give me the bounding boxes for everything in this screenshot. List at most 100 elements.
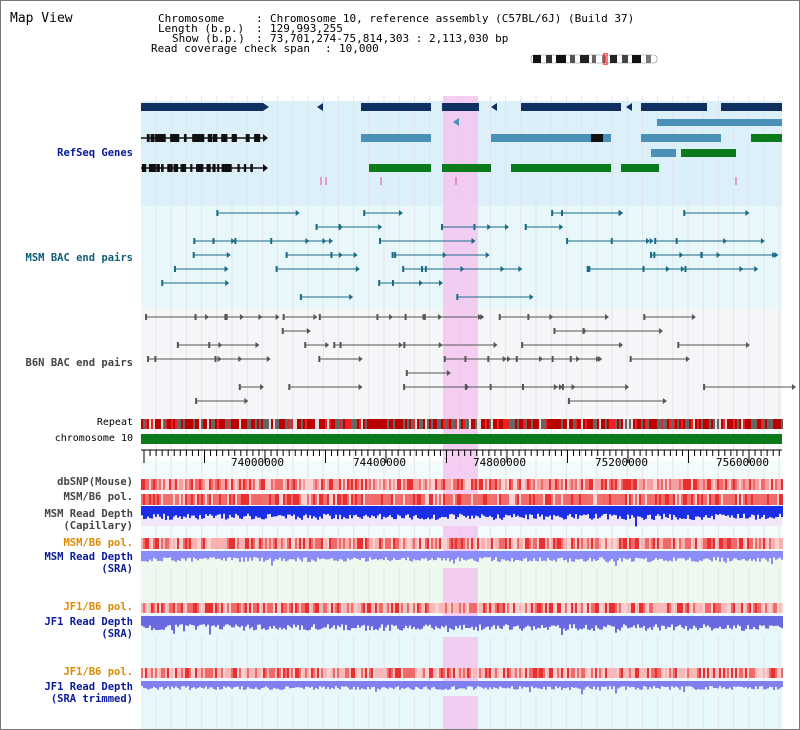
read-depth-bar bbox=[433, 681, 435, 687]
pol-strip-bar bbox=[657, 668, 659, 678]
pol-strip-bar bbox=[439, 603, 441, 613]
repeat-bar bbox=[183, 419, 185, 429]
pol-strip-bar bbox=[299, 668, 301, 678]
read-depth-bar bbox=[717, 506, 719, 515]
repeat-bar bbox=[313, 419, 315, 429]
track-label-msm-bac[interactable]: MSM BAC end pairs bbox=[25, 252, 133, 264]
pol-strip-bar bbox=[527, 668, 529, 678]
read-depth-bar bbox=[337, 551, 339, 562]
read-depth-bar bbox=[623, 506, 625, 520]
read-depth-bar bbox=[261, 551, 263, 558]
pol-strip-bar bbox=[605, 668, 607, 678]
track-label-jf1-b6-pol-trim[interactable]: JF1/B6 pol. bbox=[63, 666, 133, 678]
track-label-jf1-b6-pol[interactable]: JF1/B6 pol. bbox=[63, 601, 133, 613]
pol-strip-bar bbox=[649, 494, 651, 505]
pol-strip-bar bbox=[381, 494, 383, 505]
pol-strip-bar bbox=[713, 479, 715, 490]
repeat-bar bbox=[391, 419, 393, 429]
pol-strip-bar bbox=[261, 479, 263, 490]
read-depth-bar bbox=[391, 506, 393, 518]
read-depth-bar bbox=[181, 551, 183, 559]
repeat-bar bbox=[453, 419, 455, 429]
track-label-msm-b6-pol-sra[interactable]: MSM/B6 pol. bbox=[63, 537, 133, 549]
repeat-bar bbox=[473, 419, 475, 429]
pol-strip-bar bbox=[445, 668, 447, 678]
pol-strip-bar bbox=[681, 538, 683, 549]
read-depth-bar bbox=[447, 506, 449, 519]
pol-strip-bar bbox=[439, 494, 441, 505]
pol-strip-bar bbox=[619, 603, 621, 613]
pol-strip-bar bbox=[217, 668, 219, 678]
pol-strip-bar bbox=[245, 668, 247, 678]
pol-strip-bar bbox=[621, 538, 623, 549]
read-depth-bar bbox=[539, 616, 541, 629]
repeat-bar bbox=[273, 419, 275, 429]
read-depth-bar bbox=[197, 681, 199, 688]
pol-strip-bar bbox=[685, 538, 687, 549]
pol-strip-bar bbox=[577, 538, 579, 549]
track-label-b6n-bac[interactable]: B6N BAC end pairs bbox=[25, 357, 133, 369]
pol-strip-bar bbox=[779, 538, 781, 549]
track-label-msm-b6-pol[interactable]: MSM/B6 pol. bbox=[63, 491, 133, 503]
pol-strip-bar bbox=[393, 668, 395, 678]
pol-strip-bar bbox=[549, 494, 551, 505]
pol-strip-bar bbox=[587, 668, 589, 678]
pol-strip-bar bbox=[401, 494, 403, 505]
read-depth-bar bbox=[565, 506, 567, 520]
pol-strip-bar bbox=[355, 494, 357, 505]
pol-strip-bar bbox=[565, 603, 567, 613]
repeat-bar bbox=[305, 419, 307, 429]
pol-strip-bar bbox=[563, 538, 565, 549]
pol-strip-bar bbox=[287, 494, 289, 505]
repeat-bar bbox=[303, 419, 305, 429]
read-depth-bar bbox=[207, 551, 209, 560]
gene-exon bbox=[224, 134, 228, 142]
pol-strip-bar bbox=[725, 603, 727, 613]
pol-strip-bar bbox=[201, 494, 203, 505]
read-depth-bar bbox=[457, 506, 459, 518]
read-depth-bar bbox=[703, 616, 705, 625]
track-label-repeat[interactable]: Repeat bbox=[96, 417, 133, 428]
pol-strip-bar bbox=[387, 668, 389, 678]
pol-strip-bar bbox=[261, 668, 263, 678]
pol-strip-bar bbox=[623, 494, 625, 505]
pol-strip-bar bbox=[263, 603, 265, 613]
read-depth-bar bbox=[403, 551, 405, 558]
pol-strip-bar bbox=[663, 538, 665, 549]
track-label-refseq[interactable]: RefSeq Genes bbox=[57, 147, 133, 159]
pol-strip-bar bbox=[379, 668, 381, 678]
pol-strip-bar bbox=[651, 538, 653, 549]
read-depth-bar bbox=[373, 551, 375, 560]
pol-strip-bar bbox=[253, 494, 255, 505]
repeat-bar bbox=[705, 419, 707, 429]
pol-strip-bar bbox=[671, 603, 673, 613]
track-label-chromosome[interactable]: chromosome 10 bbox=[54, 433, 133, 444]
track-label-msm-depth-sra[interactable]: MSM Read Depth bbox=[44, 551, 133, 563]
pol-strip-bar bbox=[747, 603, 749, 613]
read-depth-bar bbox=[507, 616, 509, 626]
track-label-dbsnp[interactable]: dbSNP(Mouse) bbox=[57, 476, 133, 488]
read-depth-bar bbox=[571, 681, 573, 687]
pol-strip-bar bbox=[737, 479, 739, 490]
pol-strip-bar bbox=[589, 494, 591, 505]
pol-strip-bar bbox=[555, 479, 557, 490]
repeat-bar bbox=[223, 419, 225, 429]
pol-strip-bar bbox=[255, 538, 257, 549]
pol-strip-bar bbox=[265, 479, 267, 490]
read-depth-bar bbox=[289, 681, 291, 689]
track-label-jf1-depth-sra[interactable]: JF1 Read Depth bbox=[44, 616, 133, 628]
pol-strip-bar bbox=[669, 668, 671, 678]
pol-strip-bar bbox=[499, 538, 501, 549]
repeat-bar bbox=[627, 419, 629, 429]
track-label-jf1-depth-trim[interactable]: JF1 Read Depth bbox=[44, 681, 133, 693]
pol-strip-bar bbox=[339, 494, 341, 505]
pol-strip-bar bbox=[529, 603, 531, 613]
chromosome-ideogram[interactable] bbox=[530, 53, 658, 65]
pol-strip-bar bbox=[223, 668, 225, 678]
read-depth-bar bbox=[143, 506, 145, 520]
track-label-msm-depth-capillary[interactable]: MSM Read Depth bbox=[44, 508, 133, 520]
pol-strip-bar bbox=[317, 479, 319, 490]
read-depth-bar bbox=[675, 616, 677, 627]
read-depth-bar bbox=[271, 551, 273, 566]
